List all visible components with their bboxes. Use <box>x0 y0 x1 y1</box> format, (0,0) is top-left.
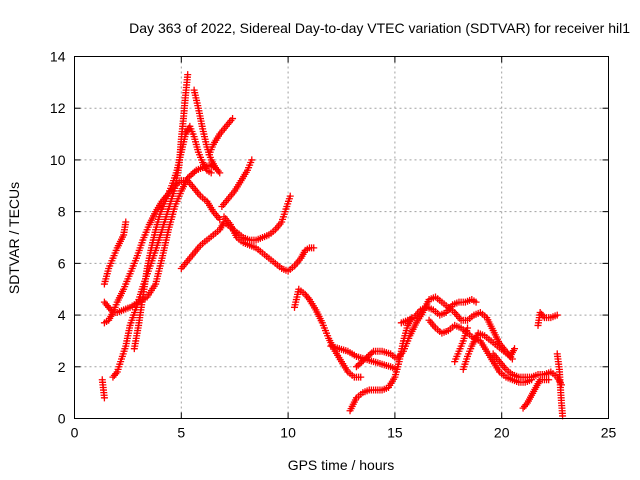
x-axis-label: GPS time / hours <box>288 457 395 473</box>
y-tick-label: 4 <box>58 307 66 323</box>
data-point <box>122 218 130 226</box>
data-point <box>100 394 108 402</box>
data-point <box>189 169 197 177</box>
y-tick-label: 14 <box>50 49 66 65</box>
series-arc-23 <box>553 350 567 420</box>
data-point <box>216 169 224 177</box>
data-point <box>286 192 294 200</box>
data-point <box>216 215 224 223</box>
data-point <box>229 115 237 123</box>
y-tick-label: 6 <box>58 255 66 271</box>
series-arc-8 <box>190 86 219 172</box>
data-point <box>248 156 256 164</box>
series-arc-6 <box>130 122 215 353</box>
data-point <box>187 171 195 179</box>
data-point <box>211 164 219 172</box>
x-tick-label: 25 <box>601 425 617 441</box>
x-tick-label: 10 <box>280 425 296 441</box>
series-arc-22 <box>534 308 561 329</box>
data-point <box>472 298 480 306</box>
series-arc-2 <box>100 218 130 288</box>
series-arc-21 <box>519 376 553 412</box>
series-arc-1 <box>98 376 108 402</box>
x-tick-label: 20 <box>494 425 510 441</box>
x-tick-label: 15 <box>387 425 403 441</box>
series-arc-9 <box>205 115 237 159</box>
series-arc-20 <box>489 350 566 389</box>
data-point <box>511 345 519 353</box>
plot-frame <box>74 56 609 419</box>
data-point <box>545 376 553 384</box>
series-arc-16 <box>397 296 480 327</box>
data-point <box>464 324 472 332</box>
axis-ticks: 0 5 10 15 20 25 0 2 4 6 8 10 12 14 <box>50 49 617 441</box>
series-arc-19 <box>459 329 519 373</box>
y-tick-label: 2 <box>58 359 66 375</box>
data-points <box>98 71 567 420</box>
data-point <box>352 363 360 371</box>
series-arc-11 <box>220 213 318 275</box>
data-point <box>357 373 365 381</box>
y-tick-label: 12 <box>50 100 66 116</box>
series-arc-4 <box>100 177 224 327</box>
series-arc-17 <box>425 316 536 386</box>
series-arc-12 <box>291 285 365 381</box>
chart-title: Day 363 of 2022, Sidereal Day-to-day VTE… <box>129 20 630 36</box>
y-tick-label: 10 <box>50 152 66 168</box>
data-point <box>553 311 561 319</box>
data-point <box>368 349 376 357</box>
y-tick-label: 8 <box>58 204 66 220</box>
grid <box>74 56 609 419</box>
y-tick-label: 0 <box>58 411 66 427</box>
x-tick-label: 0 <box>71 425 79 441</box>
data-point <box>354 361 362 369</box>
x-tick-label: 5 <box>177 425 185 441</box>
y-axis-label: SDTVAR / TECUs <box>6 182 22 294</box>
data-point <box>184 71 192 79</box>
data-point <box>310 244 318 252</box>
series-arc-18 <box>451 324 472 366</box>
data-point <box>207 169 215 177</box>
series-arc-10 <box>218 156 256 210</box>
